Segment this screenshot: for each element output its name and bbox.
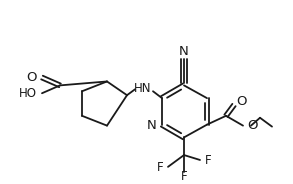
Text: F: F [181,170,187,183]
Text: N: N [147,119,157,132]
Text: HN: HN [134,82,152,95]
Text: HO: HO [19,87,37,100]
Text: O: O [26,71,37,84]
Text: F: F [156,161,163,174]
Text: O: O [247,119,258,132]
Text: N: N [179,45,189,58]
Text: O: O [236,95,246,108]
Text: F: F [205,154,212,167]
